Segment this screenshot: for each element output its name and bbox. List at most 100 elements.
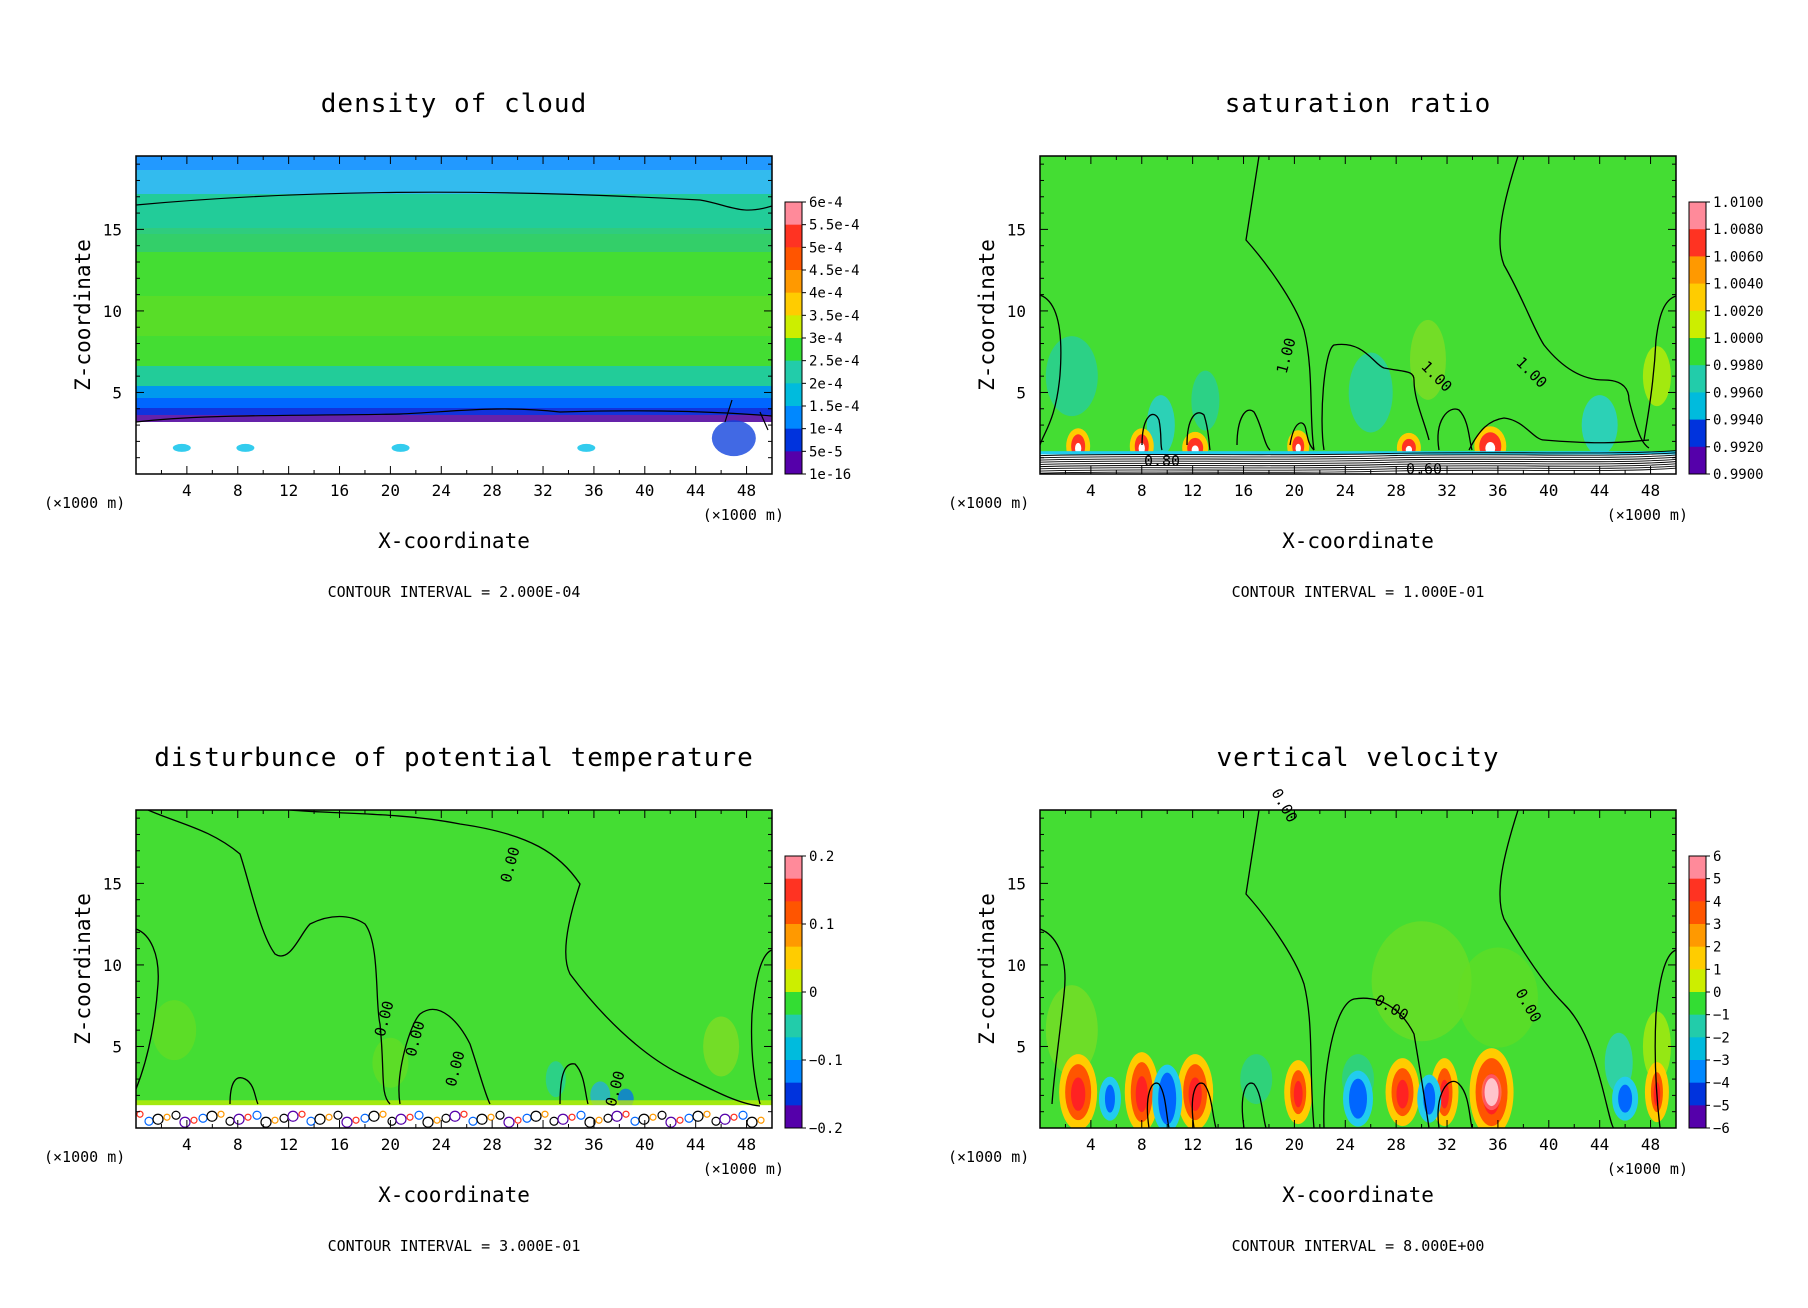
colorbar-swatch <box>785 360 802 384</box>
plot-field <box>136 810 772 1128</box>
colorbar-label: −1 <box>1713 1008 1730 1024</box>
contour-interval-footer: CONTOUR INTERVAL = 1.000E-01 <box>1232 583 1485 601</box>
colorbar-label: −0.1 <box>809 1053 843 1069</box>
contour-line <box>136 408 772 423</box>
noise-mark <box>541 1110 549 1118</box>
x-tick-label: 32 <box>533 1135 552 1154</box>
upper-band <box>136 194 772 234</box>
x-tick-label: 28 <box>483 1135 502 1154</box>
contour-line <box>1245 810 1315 1128</box>
colorbar-swatch <box>785 1082 802 1106</box>
contour-line <box>1186 412 1211 451</box>
noise-mark <box>152 1113 164 1125</box>
noise-mark <box>665 1116 677 1128</box>
colorbar-label: 0.9920 <box>1713 440 1764 456</box>
y-axis-label: Z-coordinate <box>71 893 95 1045</box>
colorbar-swatch <box>785 1060 802 1084</box>
x-tick-label: 4 <box>182 1135 192 1154</box>
x-tick-label: 32 <box>533 481 552 500</box>
noise-mark <box>368 1110 380 1122</box>
contour-line <box>1141 413 1163 451</box>
dense-contour-line <box>1040 454 1676 461</box>
colorbar-swatch <box>785 451 802 475</box>
colorbar-label: 3e-4 <box>809 331 843 347</box>
temperature-blob <box>372 1037 409 1088</box>
x-unit-label-left: (×1000 m) <box>948 1148 1029 1166</box>
colorbar-label: 0.9900 <box>1713 467 1764 483</box>
y-tick-label: 10 <box>103 302 122 321</box>
downdraft-blob <box>1158 1072 1177 1125</box>
colorbar-swatch <box>1689 229 1706 257</box>
colorbar-label: 1.0100 <box>1713 195 1764 211</box>
y-tick-label: 10 <box>1007 956 1026 975</box>
x-tick-label: 8 <box>233 481 243 500</box>
colorbar-swatch <box>785 1037 802 1061</box>
plot-fill <box>1040 156 1676 474</box>
saturation-blob <box>1295 443 1301 453</box>
panel-density-of-cloud: 4 8 12 16 20 24 28 32 36 40 44 48 5 10 15 (×1000 m) (×10… <box>0 0 904 654</box>
contour-label: 0.60 <box>1406 460 1442 478</box>
colorbar-label: 6e-4 <box>809 195 843 211</box>
colorbar-swatch <box>785 901 802 925</box>
x-tick-label: 20 <box>381 481 400 500</box>
colorbar-label: 1.0060 <box>1713 249 1764 265</box>
x-tick-label: 28 <box>1387 481 1406 500</box>
colorbar-label: −3 <box>1713 1053 1730 1069</box>
x-axis-label: X-coordinate <box>1282 1183 1434 1207</box>
plot-frame <box>135 155 773 475</box>
noise-mark <box>341 1116 353 1128</box>
x-tick-label: 4 <box>1086 1135 1096 1154</box>
chart-title: vertical velocity <box>1216 743 1499 773</box>
contour-line <box>1499 810 1615 1128</box>
noise-mark <box>757 1116 765 1124</box>
x-tick-label: 36 <box>1488 481 1507 500</box>
colorbar-swatch <box>785 406 802 430</box>
noise-mark <box>379 1110 387 1118</box>
dense-contour-line <box>1040 465 1676 472</box>
saturation-blob <box>1642 346 1671 407</box>
x-tick-label: 40 <box>1539 481 1558 500</box>
x-tick-label: 48 <box>1641 481 1660 500</box>
x-tick-label: 16 <box>330 1135 349 1154</box>
x-tick-label: 40 <box>635 1135 654 1154</box>
no-cloud-region <box>136 422 772 474</box>
colorbar-swatch <box>785 856 802 880</box>
saturation-blob <box>1348 352 1393 433</box>
dense-contour-line <box>1040 458 1676 465</box>
colorbar-swatch <box>785 224 802 248</box>
velocity-blob <box>1642 1011 1671 1082</box>
colorbar-label: −4 <box>1713 1076 1730 1092</box>
y-tick-label: 10 <box>1007 302 1026 321</box>
colorbar-swatch <box>1689 946 1706 970</box>
noise-mark <box>422 1116 434 1128</box>
downdraft-blob <box>1618 1084 1633 1113</box>
contour-line <box>1289 422 1315 451</box>
x-tick-label: 24 <box>432 1135 451 1154</box>
x-tick-label: 12 <box>279 1135 298 1154</box>
colorbar-swatch <box>1689 924 1706 948</box>
contour-interval-footer: CONTOUR INTERVAL = 2.000E-04 <box>328 583 581 601</box>
x-tick-label: 44 <box>1590 481 1609 500</box>
noise-mark <box>433 1116 441 1124</box>
dense-contour-line <box>1040 467 1676 474</box>
temperature-blob <box>152 1000 197 1061</box>
y-axis-label: Z-coordinate <box>975 893 999 1045</box>
plot-fill <box>136 810 772 1128</box>
colorbar-swatch <box>785 924 802 948</box>
x-tick-label: 16 <box>330 481 349 500</box>
contour-line <box>136 191 772 211</box>
x-tick-label: 28 <box>1387 1135 1406 1154</box>
contour-line <box>1236 409 1271 451</box>
noise-mark <box>190 1116 198 1124</box>
y-tick-label: 5 <box>112 383 122 402</box>
noise-mark <box>611 1110 623 1122</box>
x-axis-label: X-coordinate <box>1282 529 1434 553</box>
colorbar-label: 3 <box>1713 917 1721 933</box>
velocity-blob <box>1371 921 1472 1042</box>
x-unit-label-right: (×1000 m) <box>703 1160 784 1178</box>
plot-field <box>1040 156 1676 474</box>
colorbar-label: 0.1 <box>809 917 834 933</box>
x-tick-label: 32 <box>1437 481 1456 500</box>
x-tick-label: 24 <box>432 481 451 500</box>
